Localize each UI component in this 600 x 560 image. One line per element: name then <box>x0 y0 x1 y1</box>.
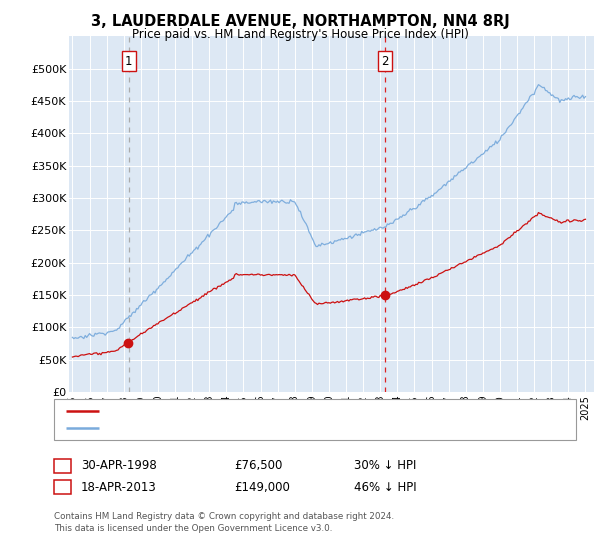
Text: 30% ↓ HPI: 30% ↓ HPI <box>354 459 416 473</box>
Text: 2: 2 <box>59 482 66 492</box>
Text: Contains HM Land Registry data © Crown copyright and database right 2024.
This d: Contains HM Land Registry data © Crown c… <box>54 512 394 533</box>
Text: 3, LAUDERDALE AVENUE, NORTHAMPTON, NN4 8RJ (detached house): 3, LAUDERDALE AVENUE, NORTHAMPTON, NN4 8… <box>105 405 464 416</box>
Text: £76,500: £76,500 <box>234 459 283 473</box>
Text: 46% ↓ HPI: 46% ↓ HPI <box>354 480 416 494</box>
Text: 18-APR-2013: 18-APR-2013 <box>81 480 157 494</box>
Text: 3, LAUDERDALE AVENUE, NORTHAMPTON, NN4 8RJ: 3, LAUDERDALE AVENUE, NORTHAMPTON, NN4 8… <box>91 14 509 29</box>
Text: 1: 1 <box>59 461 66 471</box>
Text: 30-APR-1998: 30-APR-1998 <box>81 459 157 473</box>
Text: £149,000: £149,000 <box>234 480 290 494</box>
Text: 1: 1 <box>125 55 133 68</box>
Text: 2: 2 <box>382 55 389 68</box>
Text: HPI: Average price, detached house, West Northamptonshire: HPI: Average price, detached house, West… <box>105 423 422 433</box>
Text: Price paid vs. HM Land Registry's House Price Index (HPI): Price paid vs. HM Land Registry's House … <box>131 28 469 41</box>
